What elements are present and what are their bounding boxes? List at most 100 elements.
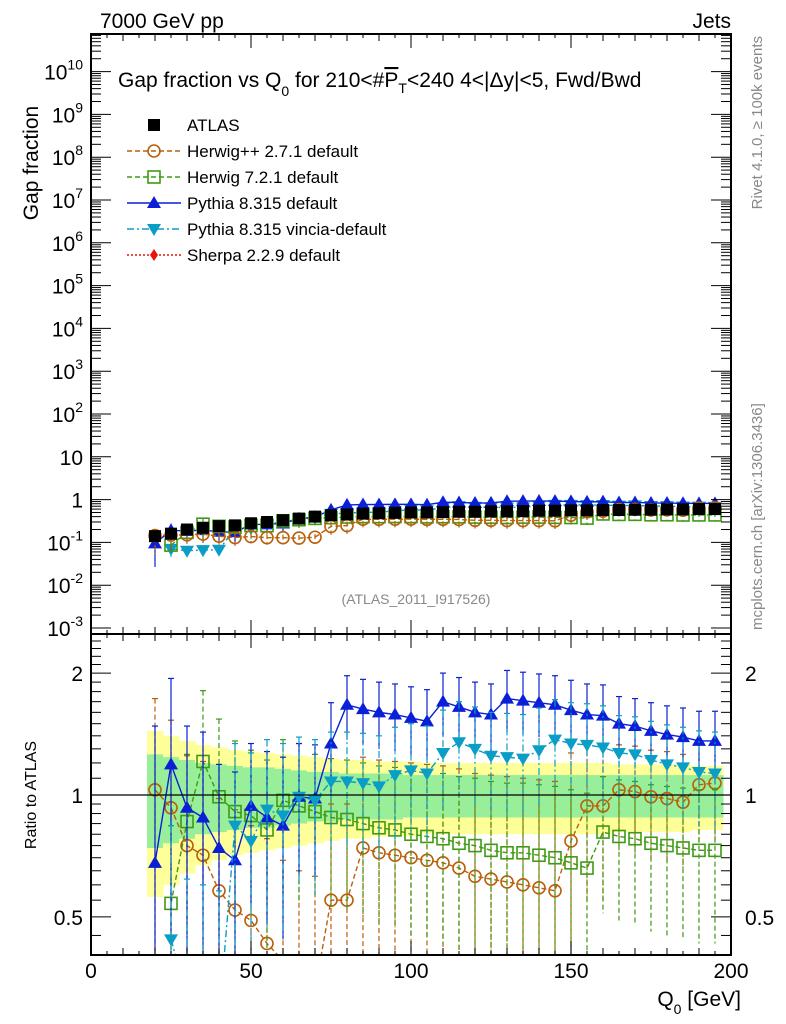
legend-item: ATLAS [148,116,240,135]
ratio-point [612,747,626,760]
ratio-series-group [148,669,722,1014]
ratio-point [420,829,434,844]
ratio-point [692,733,706,746]
y-tick-label: 109 [52,99,83,127]
ratio-point [308,795,322,808]
main-point [276,530,290,545]
atlas-point [229,519,241,532]
legend-item: Pythia 8.315 default [127,194,338,213]
ratio-point [532,695,546,708]
atlas-point [693,503,705,516]
ratio-point [372,781,386,794]
ratio-point [340,697,354,710]
ratio-point [404,710,418,723]
legend-marker-square-open [147,170,161,184]
legend-marker-diamond [150,249,158,261]
axes: 0 50 100 150 20010-310-210-11101021031041051… [44,33,774,983]
atlas-point [357,507,369,520]
x-tick-label: 100 [393,960,428,983]
atlas-point [645,503,657,516]
ratio-point [692,766,706,779]
ratio-point [196,1002,210,1014]
ratio-point [180,990,194,1002]
y-axis-label-ratio: Ratio to ATLAS [23,741,40,849]
ratio-point [484,750,498,763]
ratio-point [708,843,722,858]
ratio-point [452,737,466,750]
legend-label: Pythia 8.315 default [187,194,338,213]
ratio-point [516,845,530,860]
atlas-point [581,504,593,517]
ratio-y-tick-label: 0.5 [54,907,83,930]
ratio-point [372,705,386,718]
ratio-point [468,743,482,756]
atlas-point [629,503,641,516]
ratio-point [148,855,162,868]
main-point [468,496,482,509]
atlas-point [149,530,161,543]
ratio-point [628,749,642,762]
y-tick-label: 103 [52,356,83,384]
ratio-point [660,838,674,853]
y-tick-label: 105 [52,271,83,299]
legend-item: Herwig++ 2.7.1 default [127,142,358,161]
atlas-point [661,503,673,516]
x-axis-label: Q0 [GeV] [657,988,741,1017]
main-point [596,494,610,507]
legend-label: Pythia 8.315 vincia-default [187,220,387,239]
atlas-point [597,504,609,517]
ratio-point [452,836,466,851]
ratio-point [708,733,722,746]
atlas-point [373,507,385,520]
atlas-point [517,505,529,518]
y-tick-label: 106 [52,228,83,256]
ratio-point [468,838,482,853]
ratio-point [628,719,642,732]
ratio-point [676,730,690,743]
y-tick-label: 108 [52,142,83,170]
main-point [356,497,370,510]
ratio-point [516,693,530,706]
ratio-point [644,723,658,736]
atlas-point [309,510,321,523]
ratio-point [612,829,626,844]
main-point [340,497,354,510]
atlas-point [437,506,449,519]
ratio-point [580,707,594,720]
main-point [436,495,450,508]
legend-marker-triangle-up [147,196,161,208]
ratio-point [388,770,402,783]
atlas-point [165,527,177,540]
y-tick-label: 10-3 [47,613,83,641]
ratio-point [212,840,226,853]
x-tick-label: 50 [239,960,262,983]
atlas-point [181,523,193,536]
ratio-point [436,831,450,846]
y-tick-label: 102 [52,399,83,427]
ratio-point [196,810,210,823]
ratio-point [356,702,370,715]
ratio-point [500,691,514,704]
main-panel-marks [148,493,722,567]
legend: ATLAS Herwig++ 2.7.1 default Herwig 7.2.1 … [127,116,387,265]
atlas-point [453,505,465,518]
ratio-point [596,742,610,755]
ratio-series-triangle-down [164,699,722,1014]
main-point [532,493,546,506]
legend-item: Pythia 8.315 vincia-default [127,220,387,239]
main-point [228,530,242,545]
ratio-point [660,727,674,740]
y-tick-label: 104 [52,313,83,341]
ratio-band-inner [483,775,500,818]
ratio-point [564,738,578,751]
legend-item: Sherpa 2.2.9 default [127,246,340,265]
ratio-point [596,708,610,721]
legend-label: Sherpa 2.2.9 default [187,246,340,265]
ratio-point [676,841,690,855]
ratio-point [548,850,562,865]
atlas-point [485,505,497,518]
ratio-point [293,974,305,986]
atlas-point [405,506,417,519]
ratio-point [279,953,287,955]
ratio-point [356,778,370,791]
